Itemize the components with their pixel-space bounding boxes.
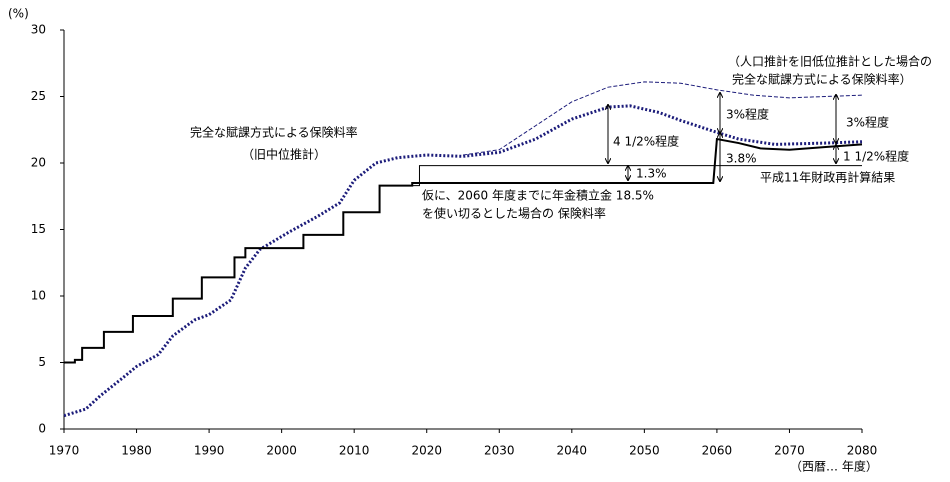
y-tick-label: 0 [38, 422, 46, 436]
series-line [462, 81, 863, 156]
x-tick-label: 1980 [121, 444, 152, 458]
x-tick-label: 2030 [484, 444, 515, 458]
x-tick-label: 2000 [266, 444, 297, 458]
annotation: 4 1/2%程度 [613, 134, 679, 149]
annotation: 1 1/2%程度 [843, 149, 909, 164]
annotation: 3%程度 [846, 115, 889, 130]
series-line [64, 137, 863, 364]
x-tick-label: 2080 [847, 444, 878, 458]
x-tick-label: 2020 [411, 444, 442, 458]
y-tick-label: 25 [31, 89, 46, 103]
series-line [412, 165, 862, 187]
series-line [63, 104, 863, 418]
x-axis-label: （西暦… 年度） [790, 459, 878, 474]
y-tick-label: 20 [31, 156, 46, 170]
y-tick-label: 10 [31, 289, 46, 303]
x-tick-label: 2010 [339, 444, 370, 458]
annotation: 3%程度 [726, 107, 769, 122]
y-tick-label: 15 [31, 222, 46, 236]
annotation: 3.8% [726, 152, 757, 166]
y-tick-label: 5 [38, 355, 46, 369]
annotation: 完全な賦課方式による保険料率） [732, 72, 912, 87]
x-tick-label: 1990 [194, 444, 225, 458]
annotation: 仮に、2060 年度までに年金積立金 18.5% [422, 188, 654, 203]
y-tick-label: 30 [31, 23, 46, 37]
annotation: 完全な賦課方式による保険料率 [190, 125, 358, 140]
x-tick-label: 2040 [557, 444, 588, 458]
x-tick-label: 2070 [774, 444, 805, 458]
annotation: 平成11年財政再計算結果 [760, 170, 895, 185]
x-tick-label: 1970 [49, 444, 80, 458]
annotation: （人口推計を旧低位推計とした場合の [728, 54, 932, 69]
annotation: を使い切るとした場合の 保険料率 [422, 206, 606, 221]
annotation: （旧中位推計） [242, 147, 326, 162]
x-tick-label: 2060 [702, 444, 733, 458]
y-axis-label: (%) [8, 7, 29, 21]
annotation: 1.3% [636, 167, 667, 181]
x-tick-label: 2050 [629, 444, 660, 458]
